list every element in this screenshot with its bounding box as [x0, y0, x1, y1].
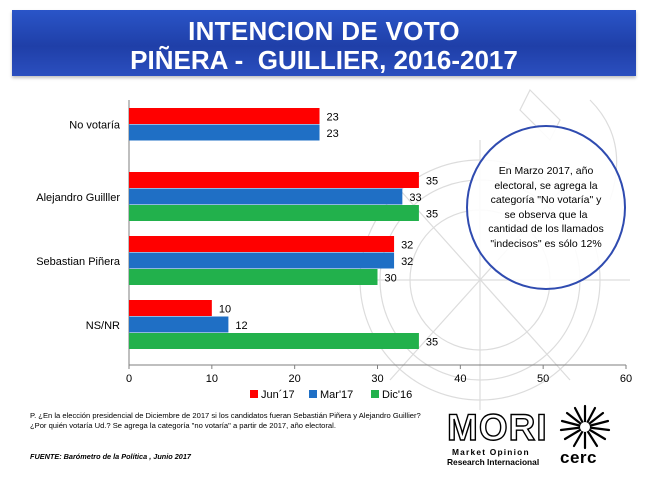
category-label: NS/NR [86, 320, 120, 332]
x-tick-label: 40 [454, 373, 466, 385]
bar-value-label: 35 [426, 175, 438, 187]
mori-logo-word: MORI [446, 407, 548, 448]
bar-value-label: 10 [219, 303, 231, 315]
legend-swatch [309, 390, 317, 398]
bar [129, 205, 419, 221]
bar [129, 172, 419, 188]
bar-value-label: 32 [401, 256, 413, 268]
x-tick-label: 0 [126, 373, 132, 385]
source-note: FUENTE: Barómetro de la Política , Junio… [30, 452, 191, 461]
bar-value-label: 23 [327, 111, 339, 123]
callout-bubble: En Marzo 2017, año electoral, se agrega … [466, 125, 626, 290]
legend-label: Jun´17 [261, 389, 295, 401]
bar [129, 236, 395, 252]
bar-value-label: 12 [235, 320, 247, 332]
x-tick-label: 10 [206, 373, 218, 385]
bar-value-label: 32 [401, 239, 413, 251]
legend-swatch [250, 390, 258, 398]
bar [129, 333, 419, 349]
category-label: No votaría [69, 120, 121, 132]
category-label: Alejandro Guilller [36, 192, 120, 204]
legend-label: Dic'16 [382, 389, 412, 401]
bar-value-label: 35 [426, 208, 438, 220]
x-tick-label: 20 [289, 373, 301, 385]
bar-value-label: 35 [426, 336, 438, 348]
cerc-logo-word: cerc [560, 448, 597, 467]
bar-value-label: 33 [409, 192, 421, 204]
mori-logo-subtitle: Market Opinion [452, 447, 530, 457]
bar-value-label: 30 [385, 272, 397, 284]
category-label: Sebastian Piñera [36, 256, 121, 268]
x-tick-label: 30 [371, 373, 383, 385]
bar [129, 316, 229, 333]
mori-logo: MORI Market Opinion Research Internacion… [446, 407, 552, 468]
legend-label: Mar'17 [320, 389, 353, 401]
x-tick-label: 60 [620, 373, 632, 385]
cerc-starburst-icon [559, 404, 611, 450]
bar [129, 252, 395, 269]
title-banner: INTENCION DE VOTO PIÑERA - GUILLIER, 201… [12, 10, 636, 76]
bar [129, 108, 320, 124]
chart-title: INTENCION DE VOTO [188, 16, 460, 46]
mori-logo-subtitle-2: Research Internacional [447, 457, 540, 467]
bar [129, 300, 212, 316]
chart-subtitle: PIÑERA - GUILLIER, 2016-2017 [130, 45, 518, 75]
bar [129, 269, 378, 285]
legend-swatch [371, 390, 379, 398]
x-tick-label: 50 [537, 373, 549, 385]
bar-value-label: 23 [327, 128, 339, 140]
bar [129, 124, 320, 141]
bar [129, 188, 403, 205]
footnote: P. ¿En la elección presidencial de Dicie… [30, 411, 421, 430]
cerc-logo: cerc [555, 404, 623, 468]
bar-chart: 0 10 20 30 40 50 60 No votaría 23 23 Alejandro Gui… [36, 100, 632, 401]
callout-text: En Marzo 2017, año electoral, se agrega … [488, 165, 604, 250]
